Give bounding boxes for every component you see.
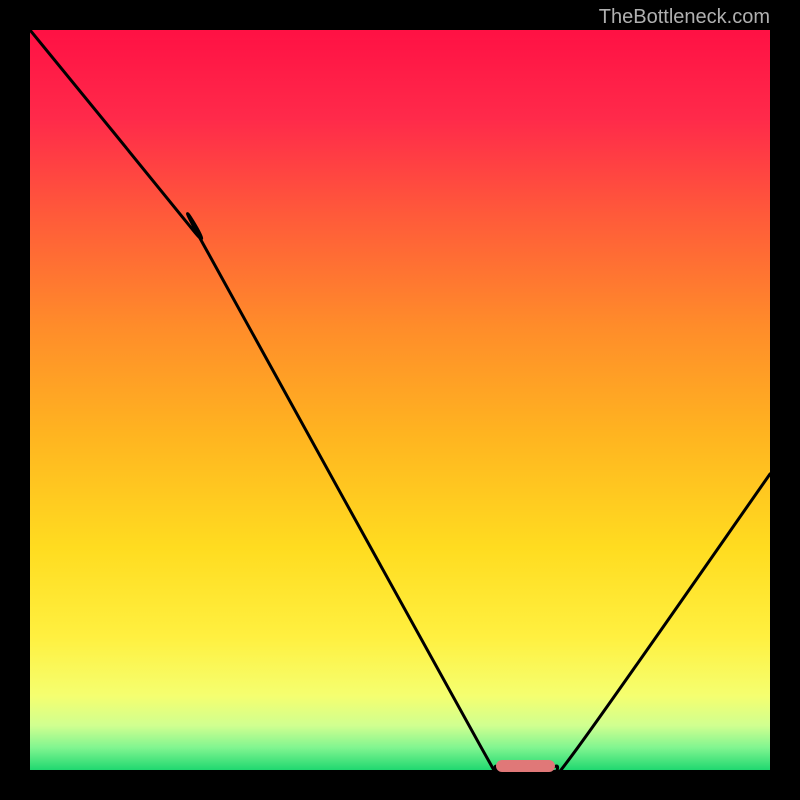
bottleneck-chart — [30, 30, 770, 770]
bottleneck-curve — [30, 30, 770, 770]
watermark: TheBottleneck.com — [599, 6, 770, 29]
optimum-marker — [496, 760, 555, 772]
